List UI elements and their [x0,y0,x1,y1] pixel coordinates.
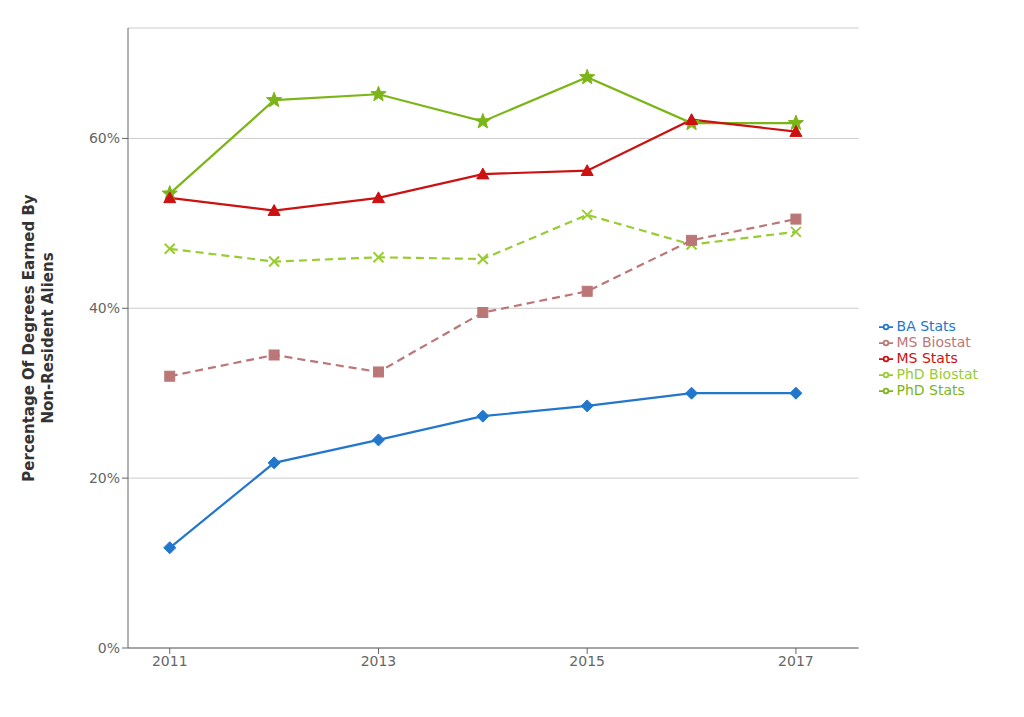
svg-text:20%: 20% [89,470,120,486]
html-text:MS Stats: MS Stats [896,350,958,366]
svg-text:60%: 60% [89,130,120,146]
svg-text:40%: 40% [89,300,120,316]
svg-text:Percentage Of Degrees Earned B: Percentage Of Degrees Earned ByNon-Resid… [20,194,57,482]
html-text:PhD Biostat: PhD Biostat [896,366,978,382]
svg-text:2013: 2013 [361,653,397,669]
svg-text:0%: 0% [98,640,120,656]
svg-text:2017: 2017 [778,653,814,669]
html-text:BA Stats: BA Stats [896,318,956,334]
svg-text:2011: 2011 [152,653,188,669]
html-text:PhD Stats: PhD Stats [896,382,965,398]
html-text:MS Biostat: MS Biostat [896,334,971,350]
svg-text:2015: 2015 [569,653,605,669]
